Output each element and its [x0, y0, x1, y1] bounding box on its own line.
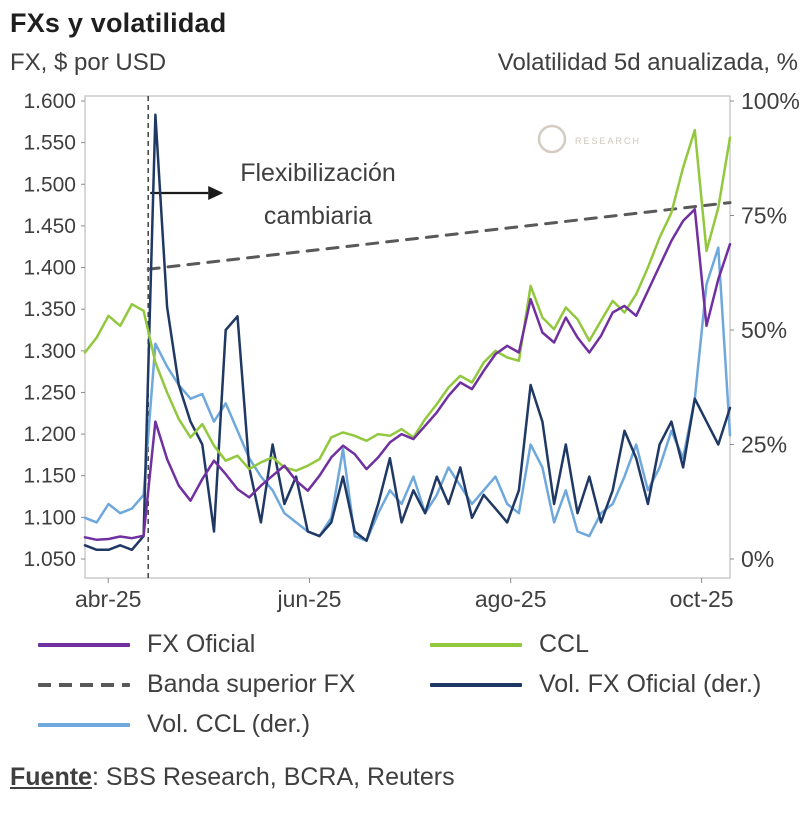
- legend-item-banda-superior-fx: Banda superior FX: [38, 670, 430, 699]
- y-right-tick-label: 50%: [741, 317, 787, 343]
- page-title: FXs y volatilidad: [10, 8, 227, 38]
- legend-swatch-vol-ccl-der: [38, 722, 130, 727]
- legend-label: CCL: [539, 630, 590, 658]
- legend-label: Vol. FX Oficial (der.): [539, 670, 762, 698]
- y-right-tick-label: 75%: [741, 203, 787, 229]
- source-line: Fuente: SBS Research, BCRA, Reuters: [0, 739, 800, 792]
- left-axis-title: FX, $ por USD: [10, 49, 167, 76]
- annotation-text: Flexibilización: [240, 159, 396, 187]
- y-right-tick-label: 100%: [741, 88, 800, 114]
- legend-item-vol-fx-oficial-der: Vol. FX Oficial (der.): [430, 670, 800, 699]
- legend-swatch-ccl: [430, 642, 522, 647]
- y-left-tick-label: 1.400: [23, 257, 76, 280]
- y-left-tick-label: 1.600: [23, 90, 76, 113]
- y-right-tick-label: 25%: [741, 432, 787, 458]
- x-tick-label: abr-25: [75, 586, 141, 612]
- series-vol-fx-oficial-der: [83, 113, 732, 552]
- series-ccl: [83, 128, 732, 472]
- legend-label: FX Oficial: [147, 630, 256, 658]
- fx-volatility-chart: 1.600 1.550 1.500 1.450 1.400 1.350 1.300 1.250…: [23, 88, 800, 612]
- y-left-tick-label: 1.550: [23, 132, 76, 155]
- right-axis-title: Volatilidad 5d anualizada, %: [497, 49, 798, 76]
- annotation-text: cambiaria: [264, 202, 372, 230]
- y-left-tick-label: 1.250: [23, 381, 76, 404]
- series-fx-oficial: [83, 208, 732, 542]
- axis-titles-row: FX, $ por USD Volatilidad 5d anualizada,…: [0, 39, 800, 77]
- legend-item-fx-oficial: FX Oficial: [38, 630, 430, 659]
- y-left-tick-label: 1.350: [23, 298, 76, 321]
- y-left-tick-label: 1.150: [23, 465, 76, 488]
- annotation-arrowhead-icon: [208, 186, 224, 200]
- x-tick-label: ago-25: [475, 586, 547, 612]
- y-left-tick-label: 1.050: [23, 548, 76, 571]
- y-left-tick-label: 1.450: [23, 215, 76, 238]
- y-left-tick-label: 1.200: [23, 423, 76, 446]
- series-banda-superior-fx: [146, 201, 732, 271]
- y-right-tick-label: 0%: [741, 546, 774, 572]
- y-left-tick-label: 1.300: [23, 340, 76, 363]
- legend-item-vol-ccl-der: Vol. CCL (der.): [38, 710, 430, 739]
- source-label: Fuente: [10, 763, 92, 791]
- y-left-tick-label: 1.500: [23, 173, 76, 196]
- legend-item-ccl: CCL: [430, 630, 800, 659]
- x-tick-label: jun-25: [276, 586, 341, 612]
- legend-swatch-fx-oficial: [38, 642, 130, 647]
- chart-legend: FX Oficial CCL Banda superior FX Vol. FX Of…: [0, 626, 800, 739]
- x-tick-label: oct-25: [670, 586, 734, 612]
- y-left-tick-label: 1.100: [23, 506, 76, 529]
- watermark-text: RESEARCH: [575, 136, 641, 146]
- source-text: : SBS Research, BCRA, Reuters: [91, 763, 455, 791]
- legend-swatch-vol-fx-oficial-der: [430, 682, 522, 687]
- legend-label: Vol. CCL (der.): [147, 710, 311, 738]
- series-vol-ccl-der: [83, 246, 732, 542]
- watermark-logo-icon: [537, 124, 567, 154]
- legend-swatch-banda-superior-fx: [38, 682, 130, 687]
- legend-label: Banda superior FX: [147, 670, 356, 698]
- plot-border: [84, 95, 731, 579]
